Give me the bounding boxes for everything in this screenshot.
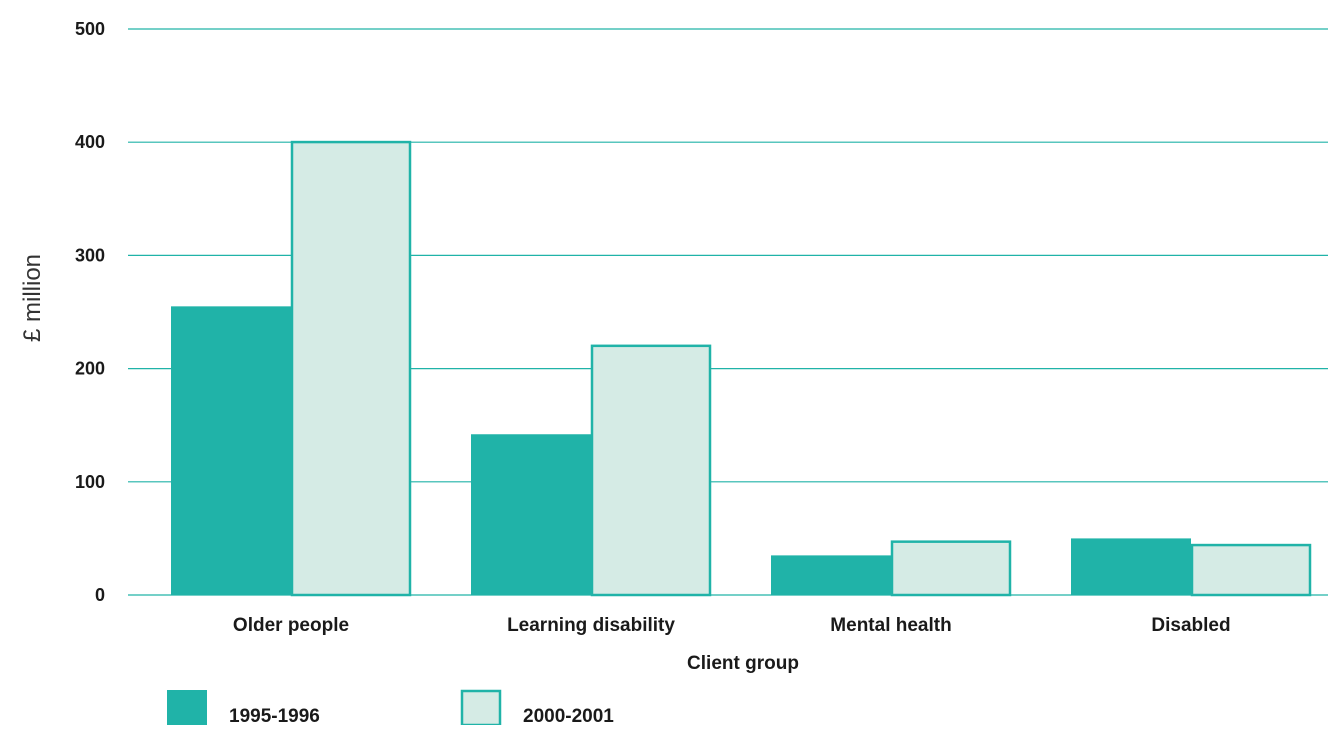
legend-label: 1995-1996	[229, 706, 320, 725]
bar-learning-disability-2000-2001	[590, 344, 712, 597]
y-tick-label: 300	[75, 245, 105, 265]
bar-disabled-1995-1996	[1071, 538, 1191, 595]
legend-swatch-2000-2001	[460, 689, 502, 727]
legend: 1995-1996 2000-2001	[167, 689, 614, 727]
bars	[171, 140, 1312, 597]
legend-swatch-1995-1996	[167, 690, 207, 725]
y-tick-label: 0	[95, 585, 105, 605]
x-axis-title: Client group	[687, 653, 799, 674]
bar-mental-health-2000-2001	[890, 540, 1012, 597]
category-labels: Older people Learning disability Mental he…	[233, 615, 1231, 636]
y-axis-title: £ million	[19, 254, 46, 342]
legend-label: 2000-2001	[523, 706, 614, 725]
bar-older-people-1995-1996	[171, 306, 291, 595]
category-label: Disabled	[1151, 615, 1230, 636]
bar-older-people-2000-2001	[290, 140, 412, 597]
bar-learning-disability-1995-1996	[471, 434, 591, 595]
category-label: Mental health	[830, 615, 951, 636]
y-tick-label: 200	[75, 359, 105, 379]
y-tick-label: 500	[75, 19, 105, 39]
bar-disabled-2000-2001	[1190, 543, 1312, 597]
category-label: Learning disability	[507, 615, 675, 636]
y-tick-labels: 0 100 200 300 400 500	[75, 19, 105, 605]
y-tick-label: 100	[75, 472, 105, 492]
category-label: Older people	[233, 615, 349, 636]
y-tick-label: 400	[75, 132, 105, 152]
bar-mental-health-1995-1996	[771, 555, 891, 595]
